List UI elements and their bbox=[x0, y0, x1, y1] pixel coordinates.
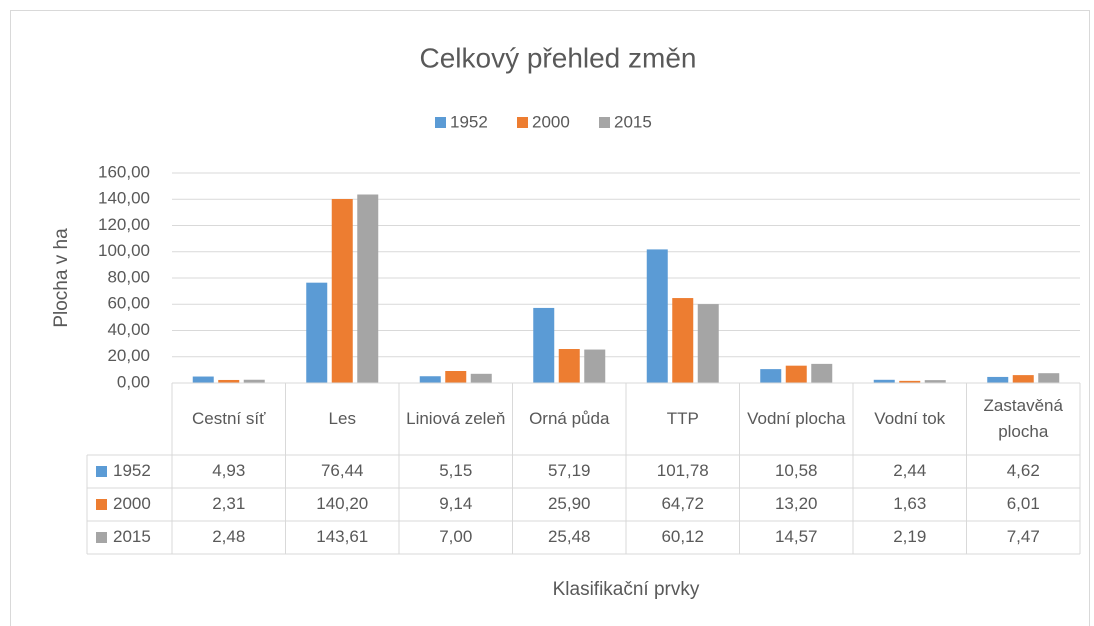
bar bbox=[243, 379, 265, 383]
table-value: 101,78 bbox=[657, 461, 709, 480]
table-value: 140,20 bbox=[316, 494, 368, 513]
legend-swatch bbox=[435, 117, 446, 128]
bar bbox=[218, 379, 240, 383]
legend-swatch bbox=[517, 117, 528, 128]
legend-label: 2015 bbox=[614, 112, 652, 131]
table-value: 25,48 bbox=[548, 527, 591, 546]
table-value: 2,31 bbox=[212, 494, 245, 513]
y-tick-label: 80,00 bbox=[107, 267, 150, 286]
table-series-label: 2000 bbox=[113, 494, 151, 513]
table-value: 6,01 bbox=[1007, 494, 1040, 513]
table-value: 13,20 bbox=[775, 494, 818, 513]
table-legend-key bbox=[96, 499, 107, 510]
x-tick-label: Les bbox=[328, 409, 356, 428]
bar bbox=[1012, 375, 1034, 383]
bar bbox=[558, 349, 580, 383]
x-axis-title: Klasifikační prvky bbox=[553, 579, 700, 600]
bar bbox=[584, 349, 606, 383]
y-tick-label: 100,00 bbox=[98, 241, 150, 260]
bar bbox=[899, 380, 921, 383]
table-value: 2,19 bbox=[893, 527, 926, 546]
y-tick-label: 40,00 bbox=[107, 320, 150, 339]
table-value: 7,47 bbox=[1007, 527, 1040, 546]
y-tick-label: 60,00 bbox=[107, 294, 150, 313]
bar bbox=[811, 363, 833, 383]
bar bbox=[306, 282, 328, 383]
x-tick-label: Vodní tok bbox=[874, 409, 946, 428]
bar bbox=[646, 249, 668, 383]
table-value: 57,19 bbox=[548, 461, 591, 480]
legend-swatch bbox=[599, 117, 610, 128]
table-value: 1,63 bbox=[893, 494, 926, 513]
bar bbox=[987, 376, 1009, 383]
y-tick-label: 20,00 bbox=[107, 346, 150, 365]
bar bbox=[533, 307, 555, 383]
table-series-label: 2015 bbox=[113, 527, 151, 546]
y-tick-label: 160,00 bbox=[98, 162, 150, 181]
bar bbox=[785, 365, 807, 383]
x-tick-label: Zastavěná plocha bbox=[983, 396, 1063, 441]
table-value: 7,00 bbox=[439, 527, 472, 546]
legend-label: 1952 bbox=[450, 112, 488, 131]
bar bbox=[697, 304, 719, 383]
table-value: 4,62 bbox=[1007, 461, 1040, 480]
bar bbox=[672, 298, 694, 383]
bar bbox=[1038, 373, 1060, 383]
bar bbox=[924, 380, 946, 383]
chart-border bbox=[10, 10, 1090, 626]
x-tick-label: Orná půda bbox=[529, 409, 610, 428]
table-value: 5,15 bbox=[439, 461, 472, 480]
x-tick-label: Liniová zeleň bbox=[406, 409, 506, 428]
table-value: 143,61 bbox=[316, 527, 368, 546]
y-tick-label: 120,00 bbox=[98, 215, 150, 234]
table-value: 2,44 bbox=[893, 461, 926, 480]
chart-title: Celkový přehled změn bbox=[419, 42, 696, 73]
table-series-label: 1952 bbox=[113, 461, 151, 480]
bar bbox=[357, 194, 379, 383]
bar bbox=[445, 371, 467, 383]
table-value: 76,44 bbox=[321, 461, 364, 480]
table-value: 2,48 bbox=[212, 527, 245, 546]
y-tick-label: 0,00 bbox=[117, 372, 150, 391]
x-tick-label: Cestní síť bbox=[192, 409, 266, 428]
table-value: 10,58 bbox=[775, 461, 818, 480]
table-value: 4,93 bbox=[212, 461, 245, 480]
table-value: 14,57 bbox=[775, 527, 818, 546]
table-value: 9,14 bbox=[439, 494, 472, 513]
y-axis-title: Plocha v ha bbox=[51, 228, 72, 328]
legend-label: 2000 bbox=[532, 112, 570, 131]
bar bbox=[331, 198, 353, 383]
table-value: 60,12 bbox=[661, 527, 704, 546]
bar bbox=[470, 373, 492, 383]
y-tick-label: 140,00 bbox=[98, 189, 150, 208]
x-tick-label: TTP bbox=[666, 409, 699, 428]
bar bbox=[192, 376, 214, 383]
x-tick-label: Vodní plocha bbox=[747, 409, 846, 428]
table-legend-key bbox=[96, 466, 107, 477]
table-legend-key bbox=[96, 532, 107, 543]
bar bbox=[873, 379, 895, 383]
table-value: 64,72 bbox=[661, 494, 704, 513]
bar bbox=[760, 369, 782, 383]
bar bbox=[419, 376, 441, 383]
table-value: 25,90 bbox=[548, 494, 591, 513]
